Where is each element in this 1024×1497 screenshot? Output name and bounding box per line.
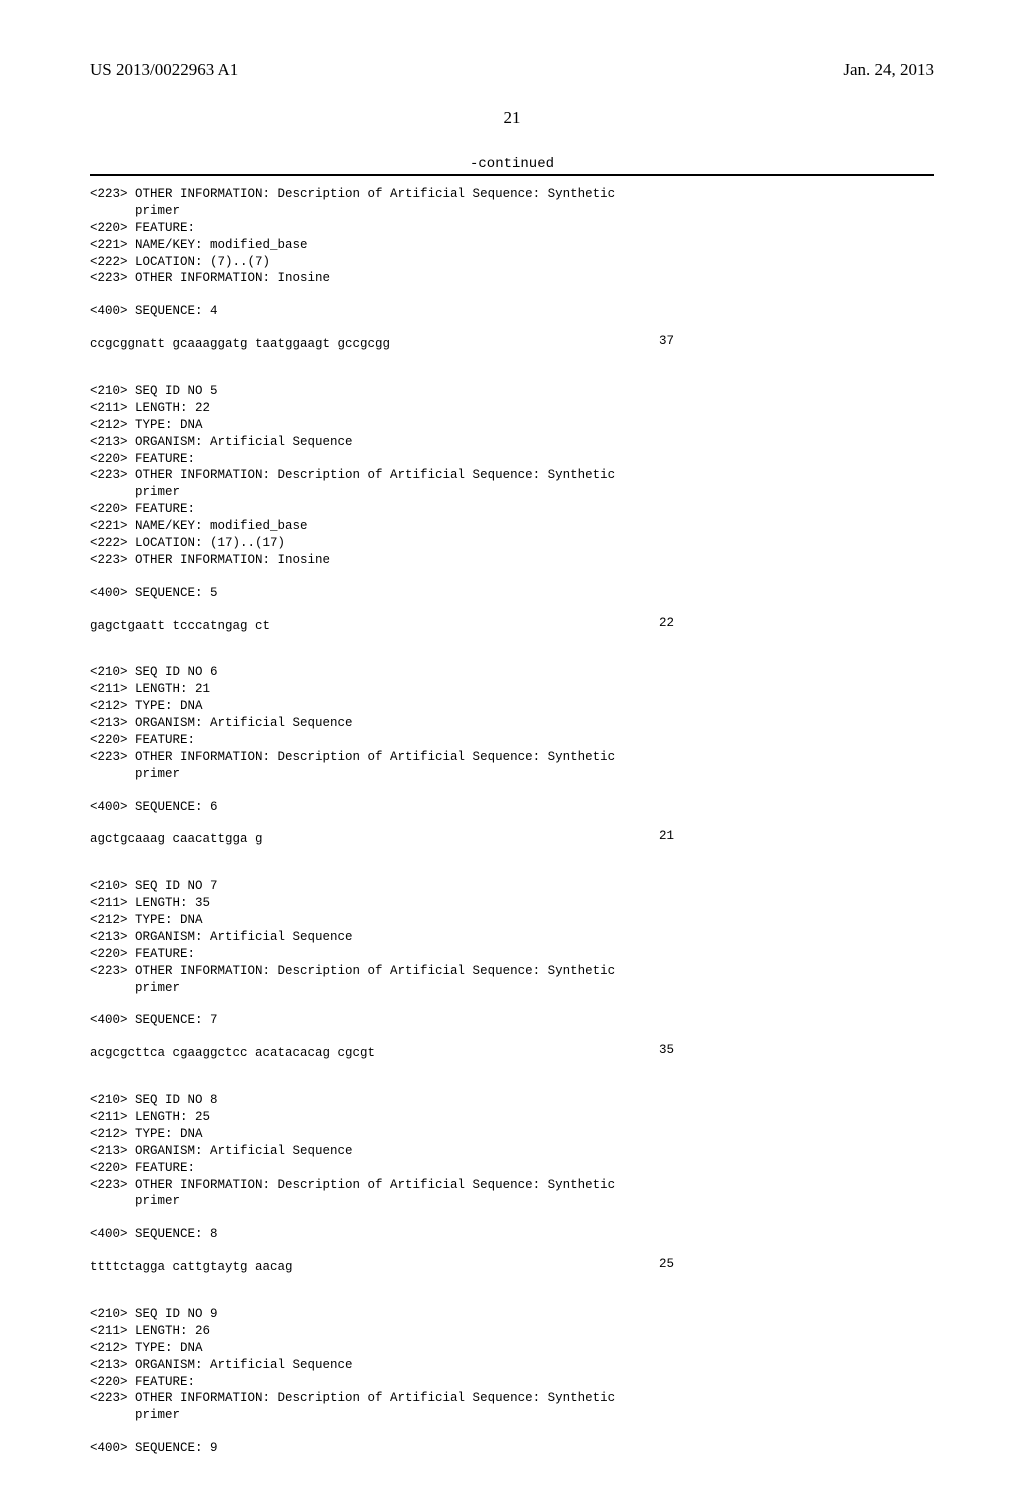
sequence-header-line: <223> OTHER INFORMATION: Inosine: [90, 552, 330, 569]
sequence-line: ccgcggnatt gcaaaggatg taatggaagt gccgcgg…: [90, 334, 934, 353]
publication-date: Jan. 24, 2013: [843, 60, 934, 80]
sequence-header-line: <220> FEATURE:: [90, 1374, 195, 1391]
sequence-header-line: <210> SEQ ID NO 5: [90, 383, 218, 400]
sequence-header-line: <212> TYPE: DNA: [90, 1340, 203, 1357]
sequence-header-line: <221> NAME/KEY: modified_base: [90, 518, 308, 535]
block-spacer: [90, 1276, 934, 1306]
spacer: [90, 569, 934, 583]
sequence-400-header: <400> SEQUENCE: 7: [90, 1012, 218, 1029]
sequence-string: acgcgcttca cgaaggctcc acatacacag cgcgt: [90, 1045, 375, 1062]
sequence-header-line: <212> TYPE: DNA: [90, 417, 203, 434]
spacer: [90, 1424, 934, 1438]
sequence-block: <210> SEQ ID NO 9<211> LENGTH: 26<212> T…: [90, 1306, 934, 1424]
sequence-header-line: <210> SEQ ID NO 8: [90, 1092, 218, 1109]
sequence-header-line: primer: [90, 766, 180, 783]
sequence-header-line: <210> SEQ ID NO 7: [90, 878, 218, 895]
sequence-header-line: <213> ORGANISM: Artificial Sequence: [90, 715, 353, 732]
sequence-block: <223> OTHER INFORMATION: Description of …: [90, 186, 934, 287]
sequence-length: 37: [659, 334, 674, 348]
patent-page: US 2013/0022963 A1 Jan. 24, 2013 21 -con…: [0, 0, 1024, 1497]
sequence-length: 25: [659, 1257, 674, 1271]
sequence-header-line: <213> ORGANISM: Artificial Sequence: [90, 434, 353, 451]
continued-label: -continued: [90, 156, 934, 172]
sequence-header-line: <222> LOCATION: (17)..(17): [90, 535, 285, 552]
sequence-header-line: primer: [90, 1193, 180, 1210]
spacer: [90, 1243, 934, 1257]
sequence-block: <210> SEQ ID NO 6<211> LENGTH: 21<212> T…: [90, 664, 934, 782]
spacer: [90, 996, 934, 1010]
sequence-block: <210> SEQ ID NO 5<211> LENGTH: 22<212> T…: [90, 383, 934, 569]
sequence-header-line: <212> TYPE: DNA: [90, 698, 203, 715]
divider: [90, 174, 934, 176]
sequence-400-header: <400> SEQUENCE: 5: [90, 585, 218, 602]
sequence-header-line: <212> TYPE: DNA: [90, 912, 203, 929]
publication-number: US 2013/0022963 A1: [90, 60, 238, 80]
sequence-listing: <223> OTHER INFORMATION: Description of …: [90, 186, 934, 1457]
sequence-string: agctgcaaag caacattgga g: [90, 831, 263, 848]
sequence-header-line: <212> TYPE: DNA: [90, 1126, 203, 1143]
spacer: [90, 287, 934, 301]
block-spacer: [90, 848, 934, 878]
sequence-header-line: <220> FEATURE:: [90, 1160, 195, 1177]
sequence-header-line: <223> OTHER INFORMATION: Description of …: [90, 467, 615, 484]
sequence-header-line: <223> OTHER INFORMATION: Description of …: [90, 749, 615, 766]
spacer: [90, 1029, 934, 1043]
sequence-header-line: <211> LENGTH: 25: [90, 1109, 210, 1126]
sequence-length: 21: [659, 829, 674, 843]
sequence-header-line: <223> OTHER INFORMATION: Inosine: [90, 270, 330, 287]
spacer: [90, 1210, 934, 1224]
sequence-line: agctgcaaag caacattgga g 21: [90, 829, 934, 848]
sequence-400-header: <400> SEQUENCE: 6: [90, 799, 218, 816]
spacer: [90, 783, 934, 797]
sequence-string: ttttctagga cattgtaytg aacag: [90, 1259, 293, 1276]
sequence-header-line: <220> FEATURE:: [90, 732, 195, 749]
sequence-string: ccgcggnatt gcaaaggatg taatggaagt gccgcgg: [90, 336, 390, 353]
sequence-header-line: <213> ORGANISM: Artificial Sequence: [90, 929, 353, 946]
sequence-header-line: <211> LENGTH: 26: [90, 1323, 210, 1340]
sequence-header-line: <210> SEQ ID NO 6: [90, 664, 218, 681]
sequence-block: <210> SEQ ID NO 7<211> LENGTH: 35<212> T…: [90, 878, 934, 996]
page-header: US 2013/0022963 A1 Jan. 24, 2013: [90, 60, 934, 80]
sequence-header-line: <211> LENGTH: 35: [90, 895, 210, 912]
sequence-header-line: <223> OTHER INFORMATION: Description of …: [90, 1390, 615, 1407]
sequence-header-line: <222> LOCATION: (7)..(7): [90, 254, 270, 271]
sequence-header-line: <220> FEATURE:: [90, 220, 195, 237]
sequence-block: <210> SEQ ID NO 8<211> LENGTH: 25<212> T…: [90, 1092, 934, 1210]
sequence-400-header: <400> SEQUENCE: 9: [90, 1440, 218, 1457]
sequence-header-line: <223> OTHER INFORMATION: Description of …: [90, 186, 615, 203]
sequence-header-line: <211> LENGTH: 22: [90, 400, 210, 417]
sequence-length: 35: [659, 1043, 674, 1057]
sequence-header-line: <213> ORGANISM: Artificial Sequence: [90, 1357, 353, 1374]
sequence-length: 22: [659, 616, 674, 630]
spacer: [90, 320, 934, 334]
sequence-header-line: primer: [90, 980, 180, 997]
block-spacer: [90, 1062, 934, 1092]
sequence-line: gagctgaatt tcccatngag ct 22: [90, 616, 934, 635]
sequence-400-header: <400> SEQUENCE: 4: [90, 303, 218, 320]
sequence-header-line: <211> LENGTH: 21: [90, 681, 210, 698]
sequence-line: acgcgcttca cgaaggctcc acatacacag cgcgt 35: [90, 1043, 934, 1062]
spacer: [90, 602, 934, 616]
block-spacer: [90, 353, 934, 383]
sequence-header-line: <220> FEATURE:: [90, 451, 195, 468]
sequence-header-line: primer: [90, 203, 180, 220]
sequence-header-line: <223> OTHER INFORMATION: Description of …: [90, 963, 615, 980]
block-spacer: [90, 634, 934, 664]
sequence-header-line: <213> ORGANISM: Artificial Sequence: [90, 1143, 353, 1160]
sequence-400-header: <400> SEQUENCE: 8: [90, 1226, 218, 1243]
sequence-string: gagctgaatt tcccatngag ct: [90, 618, 270, 635]
sequence-header-line: <220> FEATURE:: [90, 501, 195, 518]
sequence-line: ttttctagga cattgtaytg aacag 25: [90, 1257, 934, 1276]
page-number: 21: [90, 108, 934, 128]
sequence-header-line: primer: [90, 1407, 180, 1424]
sequence-header-line: <221> NAME/KEY: modified_base: [90, 237, 308, 254]
spacer: [90, 815, 934, 829]
sequence-header-line: <210> SEQ ID NO 9: [90, 1306, 218, 1323]
sequence-header-line: primer: [90, 484, 180, 501]
sequence-header-line: <220> FEATURE:: [90, 946, 195, 963]
sequence-header-line: <223> OTHER INFORMATION: Description of …: [90, 1177, 615, 1194]
